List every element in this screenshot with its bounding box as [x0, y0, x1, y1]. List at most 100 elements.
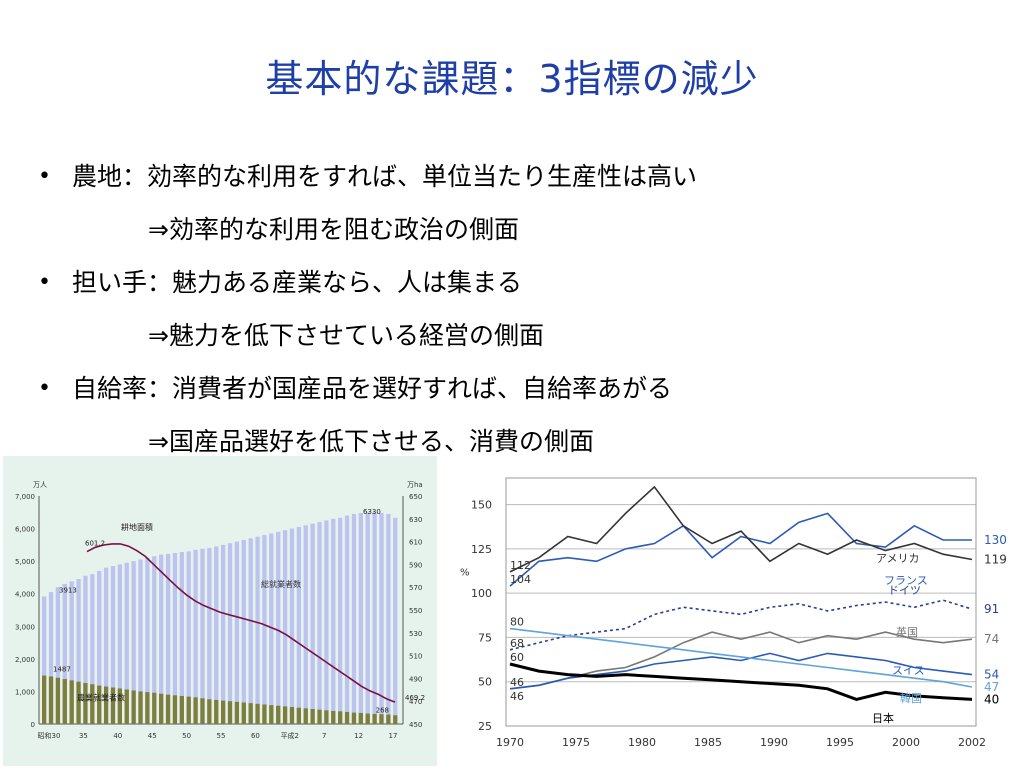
series-name-label: ドイツ [888, 584, 921, 597]
farm-employed-bar [159, 693, 164, 724]
x-tick-label: 7 [322, 732, 326, 740]
farm-employed-bar [269, 705, 274, 724]
series-end-label: 130 [984, 533, 1007, 547]
left-tick-label: 1,000 [15, 688, 35, 696]
x-tick-label: 1990 [760, 736, 788, 749]
x-tick-label: 55 [217, 732, 226, 740]
series-name-label: 日本 [872, 711, 894, 725]
total-employed-bar [159, 554, 164, 724]
series-name-label: アメリカ [876, 552, 919, 565]
farm-employed-bar [234, 701, 240, 724]
slide-title: 基本的な課題：3指標の減少 [265, 57, 759, 101]
x-tick-label: 17 [389, 732, 398, 740]
series-start-label: 68 [510, 637, 524, 650]
total-employed-legend: 総就業者数 [261, 579, 301, 589]
farm-employed-bar [69, 680, 74, 724]
x-tick-label: 12 [354, 732, 363, 740]
series-end-label: 74 [984, 632, 999, 646]
employment-farmland-chart-svg: 万人 万ha 7,000 6,000 5,000 4,000 3,000 2,000 1,000… [15, 481, 425, 740]
farm-employed-bar [221, 700, 226, 724]
series-end-label: 119 [984, 552, 1007, 566]
total-employed-bar [262, 535, 267, 724]
farmland-area-line [86, 543, 396, 703]
y-tick-label: 150 [471, 499, 492, 512]
total-employed-bar [97, 570, 102, 724]
right-tick-label: 630 [409, 516, 422, 524]
total-employed-bar [207, 548, 212, 724]
right-tick-label: 570 [409, 584, 422, 592]
series-start-label: 80 [510, 616, 524, 629]
farmland-start-label: 601.2 [85, 540, 105, 548]
series-end-label: 47 [984, 680, 999, 694]
farm-employed-legend: 農業就業者数 [77, 693, 125, 703]
farm-employed-bar [379, 714, 384, 724]
left-tick-label: 4,000 [15, 591, 35, 599]
total-employed-bar [282, 530, 288, 724]
x-tick-label: 1985 [694, 736, 722, 749]
total-employed-bar [103, 567, 109, 724]
y-tick-label: 75 [478, 631, 492, 644]
total-employed-bar [255, 536, 260, 724]
self-sufficiency-chart-svg: 150 125 100 75 50 25% 1970 1975 1980 1985 1990 1995… [460, 477, 1007, 749]
bullet-list: 農地：効率的な利用をすれば、単位当たり生産性は高い ⇒効率的な利用を阻む政治の側… [38, 150, 998, 468]
x-tick-label: 2000 [892, 736, 920, 749]
left-axis-unit: 万人 [33, 481, 47, 489]
farm-employed-bar [358, 712, 363, 724]
farm-employed-bar [317, 709, 322, 724]
total-employed-bar [200, 548, 205, 724]
farm-employed-bar [48, 676, 54, 724]
farm-employed-bar [338, 711, 343, 724]
employment-farmland-chart: 万人 万ha 7,000 6,000 5,000 4,000 3,000 2,000 1,000… [3, 456, 437, 766]
total-employed-bar [48, 592, 54, 724]
farm-employed-bar [145, 692, 150, 724]
series-name-label: 英国 [896, 625, 918, 639]
series-start-label: 112 [510, 559, 531, 572]
series-line-3 [509, 631, 973, 690]
farm-employed-bar [110, 687, 116, 724]
farm-employed-bar [386, 714, 391, 724]
x-tick-label: 60 [251, 732, 260, 740]
plot-frame [505, 477, 977, 727]
farm-employed-bar [76, 681, 81, 724]
farm-employed-bar [117, 688, 122, 724]
farm-employed-bar [303, 708, 308, 724]
left-tick-label: 5,000 [15, 558, 35, 566]
farm-employed-bar [97, 685, 102, 724]
total-employed-bar [344, 515, 350, 724]
farm-employed-bar [351, 712, 357, 724]
farm-employed-bar [172, 695, 178, 724]
y-tick-label: 25 [478, 720, 492, 733]
farm-employed-bar [42, 675, 47, 724]
bullet-workers: 担い手：魅力ある産業なら、人は集まる [38, 256, 998, 309]
total-end-label: 6330 [363, 508, 381, 516]
right-tick-label: 610 [409, 539, 422, 547]
total-employed-bar [193, 549, 198, 724]
total-employed-bar [83, 575, 88, 724]
total-employed-bar [55, 587, 61, 724]
farm-employed-bar [55, 677, 61, 724]
bullet-workers-note: ⇒魅力を低下させている経営の側面 [148, 321, 544, 350]
total-employed-bar [145, 557, 150, 724]
series-name-label: 韓国 [900, 692, 922, 705]
total-employed-bar [62, 583, 67, 724]
right-tick-label: 450 [409, 721, 422, 729]
total-employed-bar [324, 520, 329, 724]
y-axis-label: % [460, 567, 470, 578]
x-tick-label: 1995 [826, 736, 854, 749]
farm-employed-bar [282, 706, 288, 724]
bullet-farmland: 農地：効率的な利用をすれば、単位当たり生産性は高い [38, 150, 998, 203]
series-name-label: スイス [892, 664, 925, 677]
total-employed-bar [179, 552, 184, 724]
total-employed-bar [117, 564, 122, 724]
total-employed-bar [152, 556, 157, 724]
total-employed-bar [42, 596, 47, 724]
farm-employed-bar [344, 711, 350, 724]
total-employed-bar [110, 566, 116, 724]
right-tick-label: 590 [409, 561, 422, 569]
self-sufficiency-chart: 150 125 100 75 50 25% 1970 1975 1980 1985 1990 1995… [456, 456, 1022, 766]
farm-employed-bar [214, 699, 219, 724]
right-axis-unit: 万ha [407, 481, 423, 489]
total-employed-bar [172, 553, 178, 724]
total-employed-bar [131, 561, 136, 724]
total-employed-bar [214, 546, 219, 724]
